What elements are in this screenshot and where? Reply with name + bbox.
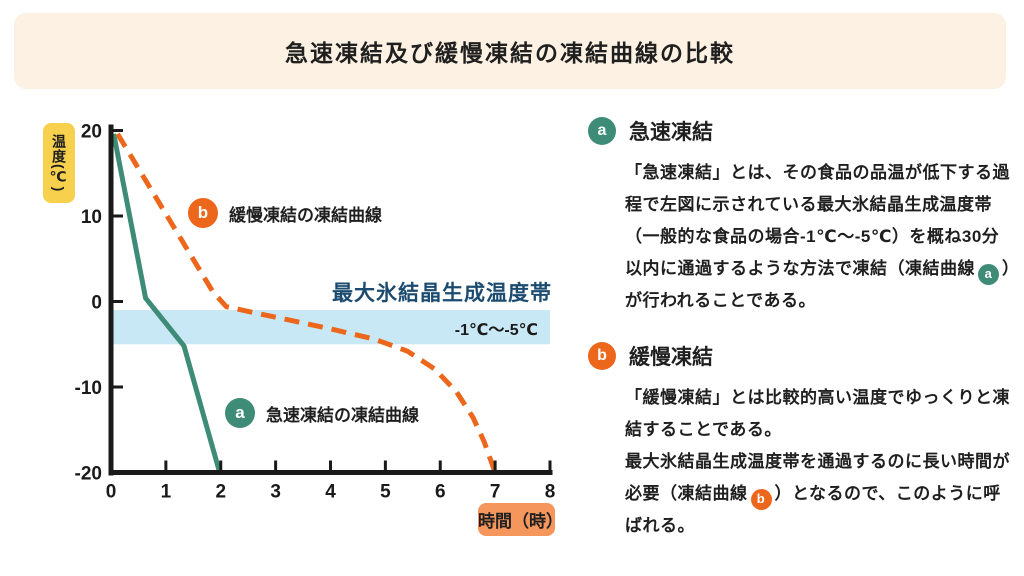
svg-text:6: 6 [435, 482, 446, 503]
section-slow-freezing: b 緩慢凍結 「緩慢凍結」とは比較的高い温度でゆっくりと凍結することである。 最… [588, 341, 1014, 542]
section-rapid-freezing: a 急速凍結 「急速凍結」とは、その食品の品温が低下する過程で左図に示されている… [588, 116, 1014, 317]
svg-text:-20: -20 [75, 464, 102, 485]
section-a-badge-icon: a [588, 117, 616, 145]
section-b-body: 「緩慢凍結」とは比較的高い温度でゆっくりと凍結することである。 最大氷結晶生成温… [625, 382, 1014, 542]
inline-curve-b-badge-icon: b [750, 488, 772, 510]
legend-slow-freezing: b 緩慢凍結の凍結曲線 [188, 198, 382, 228]
svg-text:-10: -10 [75, 378, 102, 399]
legend-slow-freezing-label: 緩慢凍結の凍結曲線 [229, 205, 382, 225]
title-banner: 急速凍結及び緩慢凍結の凍結曲線の比較 [14, 13, 1006, 89]
x-axis-unit-badge: 時間（時） [478, 503, 563, 536]
section-b-paragraph-1: 「緩慢凍結」とは比較的高い温度でゆっくりと凍結することである。 [625, 388, 1010, 439]
svg-text:7: 7 [490, 482, 501, 503]
svg-text:0: 0 [91, 293, 102, 314]
section-b-text-2: ）となるので、このように呼ばれる。 [625, 484, 1001, 535]
curve-a-marker-icon: a [225, 398, 255, 428]
svg-text:4: 4 [325, 482, 336, 503]
page-title: 急速凍結及び緩慢凍結の凍結曲線の比較 [285, 40, 735, 66]
svg-text:5: 5 [380, 482, 391, 503]
legend-rapid-freezing: a 急速凍結の凍結曲線 [225, 398, 419, 428]
svg-text:20: 20 [81, 122, 102, 143]
svg-text:10: 10 [81, 207, 102, 228]
legend-rapid-freezing-label: 急速凍結の凍結曲線 [266, 405, 419, 425]
svg-text:0: 0 [106, 482, 117, 503]
svg-text:1: 1 [161, 482, 172, 503]
section-a-heading-row: a 急速凍結 [588, 116, 1014, 146]
band-title: 最大氷結晶生成温度帯 [332, 282, 552, 305]
svg-text:2: 2 [215, 482, 226, 503]
y-axis-unit-badge: 温度(℃) [43, 123, 75, 203]
section-b-text-1: 最大氷結晶生成温度帯を通過するのに長い時間が必要（凍結曲線 [625, 452, 1010, 503]
section-a-text-1: 「急速凍結」とは、その食品の品温が低下する過程で左図に示されている最大氷結晶生成… [625, 163, 1010, 278]
section-a-text-2: ）が行われることである。 [625, 259, 1011, 310]
inline-curve-a-badge-icon: a [978, 263, 999, 285]
section-b-heading-row: b 緩慢凍結 [588, 341, 1014, 371]
svg-text:3: 3 [270, 482, 281, 503]
section-a-paragraph: 「急速凍結」とは、その食品の品温が低下する過程で左図に示されている最大氷結晶生成… [625, 157, 1014, 317]
curve-b-marker-icon: b [188, 198, 218, 228]
section-a-body: 「急速凍結」とは、その食品の品温が低下する過程で左図に示されている最大氷結晶生成… [625, 157, 1014, 317]
section-a-heading: 急速凍結 [629, 121, 713, 144]
section-b-badge-icon: b [588, 342, 616, 370]
band-range-label: -1℃～-5℃ [454, 322, 538, 339]
svg-text:8: 8 [545, 482, 556, 503]
section-b-heading: 緩慢凍結 [629, 346, 713, 369]
section-b-paragraph-2: 最大氷結晶生成温度帯を通過するのに長い時間が必要（凍結曲線 b ）となるので、このよ… [625, 446, 1014, 542]
